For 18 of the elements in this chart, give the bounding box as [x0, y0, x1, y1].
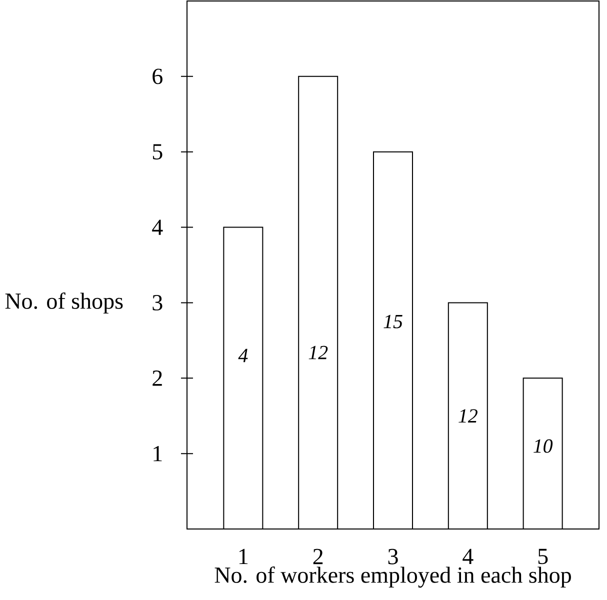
y-tick-label: 2 [152, 370, 162, 386]
x-tick-label: 2 [313, 548, 323, 564]
y-axis-title: No. of shops [5, 292, 123, 314]
y-tick-label: 3 [152, 294, 162, 310]
annotation: 10 [534, 439, 553, 453]
annotation: 15 [384, 314, 402, 328]
y-tick-label: 4 [152, 220, 163, 235]
annotation: 12 [308, 346, 328, 360]
x-tick-label: 1 [239, 548, 248, 564]
y-tick-label: 1 [154, 446, 162, 462]
x-tick-label: 4 [462, 548, 474, 564]
y-tick-label: 5 [152, 144, 162, 160]
x-tick-label: 5 [538, 548, 548, 564]
y-tick-label: 6 [152, 68, 162, 84]
annotation: 4 [238, 348, 248, 362]
x-axis-title: No. of workers employed in each shop [214, 566, 571, 588]
annotation: 12 [458, 409, 478, 422]
x-tick-label: 3 [388, 548, 398, 564]
